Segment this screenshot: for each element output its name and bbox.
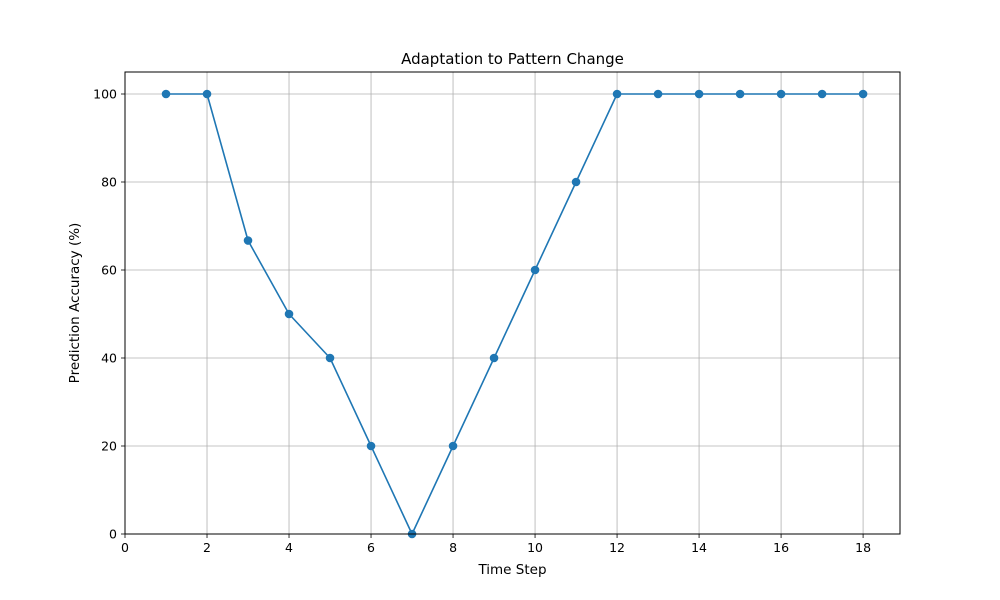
- x-tick-label: 16: [773, 540, 789, 555]
- data-point: [284, 309, 294, 319]
- data-point: [448, 441, 458, 451]
- y-tick-label: 80: [101, 175, 117, 190]
- chart-title: Adaptation to Pattern Change: [401, 50, 624, 68]
- plot-series: [161, 89, 868, 539]
- data-point: [489, 353, 499, 363]
- data-point: [612, 89, 622, 99]
- y-tick-label: 20: [101, 439, 117, 454]
- x-tick-label: 14: [691, 540, 707, 555]
- data-point: [161, 89, 171, 99]
- x-axis-title: Time Step: [477, 562, 546, 578]
- x-tick-label: 2: [203, 540, 211, 555]
- data-point: [530, 265, 540, 275]
- data-point: [653, 89, 663, 99]
- x-tick-label: 0: [121, 540, 129, 555]
- data-point: [571, 177, 581, 187]
- x-tick-label: 6: [367, 540, 375, 555]
- y-tick-label: 40: [101, 351, 117, 366]
- data-point: [858, 89, 868, 99]
- data-point: [735, 89, 745, 99]
- data-point: [694, 89, 704, 99]
- x-tick-label: 8: [449, 540, 457, 555]
- axis-ticks: 0 2 4 6 8 10 12 14 16 18 0 20 40 60 80 100: [93, 87, 871, 556]
- y-tick-label: 100: [93, 87, 117, 102]
- data-point: [202, 89, 212, 99]
- y-tick-label: 60: [101, 263, 117, 278]
- data-point: [325, 353, 335, 363]
- axes-frame: [124, 71, 901, 535]
- y-tick-label: 0: [109, 527, 117, 542]
- series-line: [166, 93, 864, 535]
- data-point: [366, 441, 376, 451]
- x-tick-label: 4: [285, 540, 293, 555]
- data-point: [817, 89, 827, 99]
- data-point: [243, 236, 253, 245]
- x-tick-label: 12: [609, 540, 625, 555]
- x-tick-label: 18: [855, 540, 871, 555]
- x-tick-label: 10: [527, 540, 543, 555]
- data-point: [776, 89, 786, 99]
- y-axis-title: Prediction Accuracy (%): [67, 223, 83, 384]
